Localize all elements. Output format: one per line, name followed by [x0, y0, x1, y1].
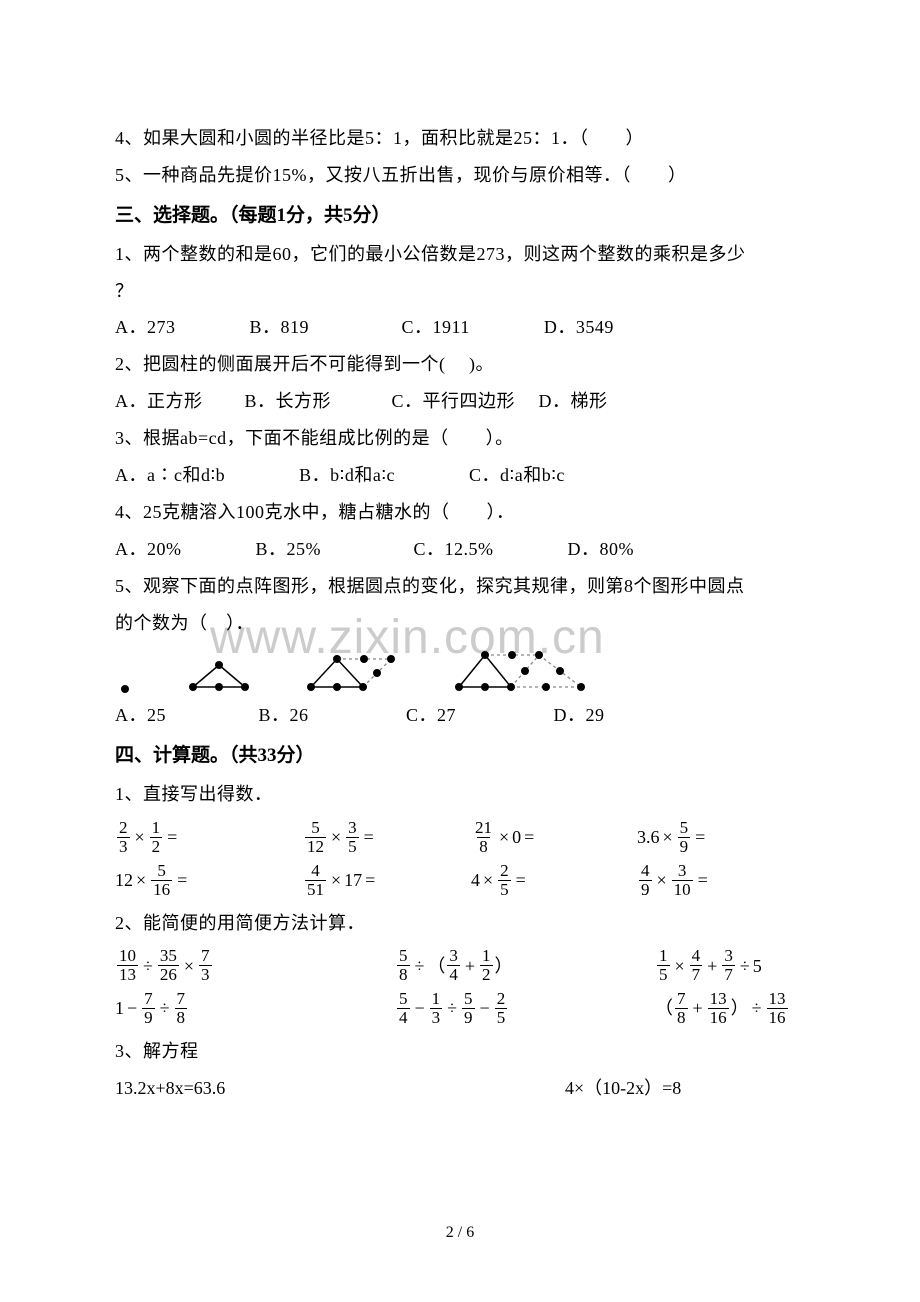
q3-4-text: 4、25克糖溶入100克水中，糖占糖水的（ ）． [115, 494, 805, 531]
expr-2: 512×35= [303, 819, 471, 856]
sexpr-6: （78+1316）÷1316 [655, 990, 805, 1027]
page-number: 2 / 6 [0, 1224, 920, 1242]
expr-3: 218×0= [471, 819, 637, 856]
q3-3-text: 3、根据ab=cd，下面不能组成比例的是（ ）。 [115, 420, 805, 457]
pattern-2-icon [185, 655, 255, 695]
q3-1-text-a: 1、两个整数的和是60，它们的最小公倍数是273，则这两个整数的乘积是多少 [115, 236, 805, 273]
expr-6: 451×17= [303, 862, 471, 899]
q3-5-text-a: 5、观察下面的点阵图形，根据圆点的变化，探究其规律，则第8个图形中圆点 [115, 568, 805, 605]
q3-5-options: A．25 B．26 C．27 D．29 [115, 697, 805, 734]
s4-part2-label: 2、能简便的用简便方法计算． [115, 905, 805, 942]
equation-2: 4×（10-2x）=8 [565, 1070, 681, 1107]
q3-4-options: A．20% B．25% C．12.5% D．80% [115, 531, 805, 568]
sexpr-2: 58÷（34+12） [395, 947, 655, 984]
sexpr-4: 1−79÷78 [115, 990, 395, 1027]
section-4-header: 四、计算题。（共33分） [115, 736, 805, 776]
q3-1-text-b: ？ [115, 273, 805, 310]
pattern-3-icon [303, 649, 403, 695]
expr-7: 4×25= [471, 862, 637, 899]
sexpr-3: 15×47+37÷5 [655, 947, 805, 984]
expr-8: 49×310= [637, 862, 805, 899]
dot-pattern-row [119, 647, 805, 695]
s4-part3-label: 3、解方程 [115, 1033, 805, 1070]
simp-row-1: 1013÷3526×73 58÷（34+12） 15×47+37÷5 [115, 947, 805, 984]
section-3-header: 三、选择题。（每题1分，共5分） [115, 196, 805, 236]
expr-5: 12×516= [115, 862, 303, 899]
pattern-4-icon [451, 645, 591, 695]
q3-5-text-b: 的个数为（ ）． [115, 605, 805, 642]
calc-row-2: 12×516= 451×17= 4×25= 49×310= [115, 862, 805, 899]
equation-1: 13.2x+8x=63.6 [115, 1070, 565, 1107]
q3-2-options: A．正方形 B．长方形 C．平行四边形 D．梯形 [115, 383, 805, 420]
sexpr-5: 54−13÷59−25 [395, 990, 655, 1027]
question-2-4: 4、如果大圆和小圆的半径比是5：1，面积比就是25：1．（ ） [115, 120, 805, 157]
equation-row: 13.2x+8x=63.6 4×（10-2x）=8 [115, 1070, 805, 1107]
expr-4: 3.6×59= [637, 819, 805, 856]
calc-row-1: 23×12= 512×35= 218×0= 3.6×59= [115, 819, 805, 856]
page-content: 4、如果大圆和小圆的半径比是5：1，面积比就是25：1．（ ） 5、一种商品先提… [115, 120, 805, 1107]
sexpr-1: 1013÷3526×73 [115, 947, 395, 984]
s4-part1-label: 1、直接写出得数． [115, 776, 805, 813]
q3-3-options: A．a∶c和d∶b B．b∶d和a∶c C．d∶a和b∶c [115, 457, 805, 494]
question-2-5: 5、一种商品先提价15%，又按八五折出售，现价与原价相等．（ ） [115, 157, 805, 194]
q3-1-options: A．273 B．819 C．1911 D．3549 [115, 309, 805, 346]
q3-2-text: 2、把圆柱的侧面展开后不可能得到一个( )。 [115, 346, 805, 383]
pattern-1-icon [119, 677, 137, 695]
simp-row-2: 1−79÷78 54−13÷59−25 （78+1316）÷1316 [115, 990, 805, 1027]
expr-1: 23×12= [115, 819, 303, 856]
